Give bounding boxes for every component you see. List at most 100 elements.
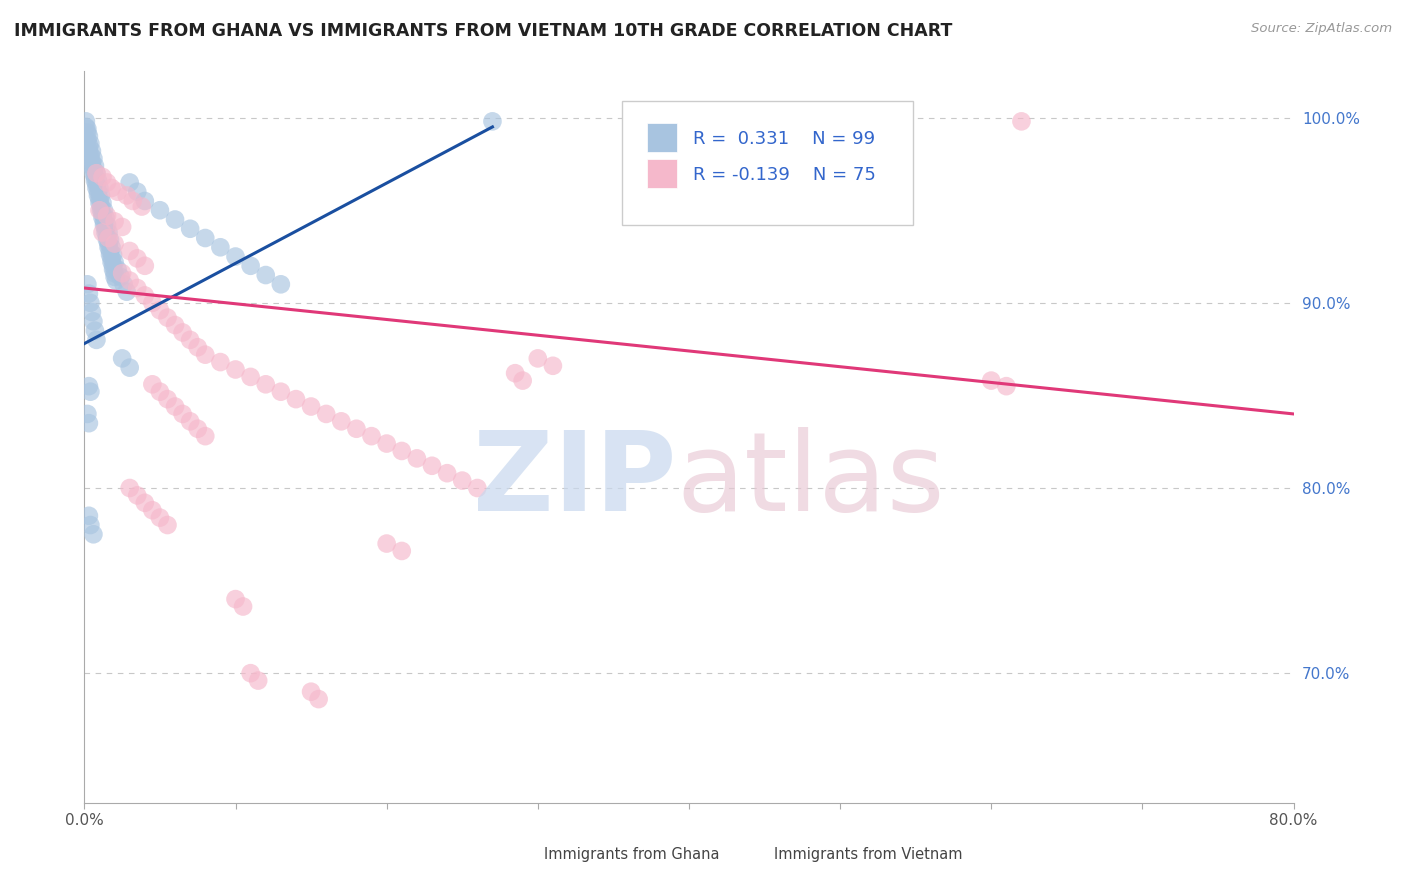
Point (94, 221, 117, 235)
Point (94, 226, 117, 240)
Point (149, 384, 172, 399)
Point (77, 416, 100, 430)
Point (134, 288, 156, 302)
Point (172, 326, 194, 340)
Point (179, 414, 201, 428)
Point (96, 176, 118, 190)
Point (93, 203, 115, 218)
Point (156, 310, 179, 325)
Point (77, 286, 100, 301)
Point (96, 233, 118, 247)
Point (76, 277, 98, 292)
Point (127, 281, 149, 295)
Point (97, 236, 120, 251)
Point (96, 229, 118, 244)
Point (86, 166, 108, 180)
Text: atlas: atlas (676, 427, 945, 534)
Point (165, 212, 187, 227)
Point (82, 166, 104, 180)
Point (391, 544, 413, 558)
Point (80, 155, 103, 169)
Point (91, 169, 114, 184)
Point (115, 188, 138, 202)
Point (89, 181, 111, 195)
Text: R =  0.331    N = 99: R = 0.331 N = 99 (693, 130, 875, 148)
Point (89, 203, 111, 218)
Point (194, 429, 217, 443)
Point (239, 259, 262, 273)
Point (165, 318, 187, 332)
Point (149, 303, 172, 318)
Point (104, 214, 127, 228)
Point (179, 333, 201, 347)
Point (80, 159, 103, 173)
Text: Source: ZipAtlas.com: Source: ZipAtlas.com (1251, 22, 1392, 36)
Point (209, 355, 232, 369)
Point (101, 259, 124, 273)
Point (406, 451, 429, 466)
Point (97, 240, 120, 254)
Point (187, 340, 209, 354)
Point (89, 192, 111, 206)
Point (77, 379, 100, 393)
Point (91, 195, 114, 210)
Point (98, 248, 121, 262)
Point (127, 185, 149, 199)
Point (84, 173, 107, 187)
Point (299, 400, 322, 414)
Point (86, 166, 108, 180)
Point (112, 277, 135, 292)
Point (285, 392, 308, 406)
Point (93, 214, 115, 228)
Point (127, 252, 149, 266)
Point (75, 114, 97, 128)
Point (94, 211, 117, 225)
Point (86, 333, 108, 347)
Point (87, 185, 110, 199)
Point (156, 518, 179, 533)
Point (270, 277, 292, 292)
Point (512, 374, 534, 388)
Point (110, 269, 132, 284)
Point (149, 203, 172, 218)
Point (111, 219, 134, 234)
Point (118, 244, 141, 258)
Bar (647, 159, 676, 188)
Point (360, 429, 382, 443)
Point (93, 218, 115, 232)
Point (527, 351, 550, 366)
Point (90, 188, 112, 202)
Point (179, 221, 201, 235)
Point (84, 159, 107, 173)
Point (89, 195, 111, 210)
Point (87, 188, 110, 202)
Point (225, 362, 247, 376)
Bar (647, 122, 676, 152)
Point (541, 359, 564, 373)
Point (375, 536, 398, 550)
Point (187, 422, 209, 436)
Point (97, 231, 120, 245)
Point (118, 360, 141, 375)
Bar (702, 843, 749, 865)
Point (77, 144, 100, 158)
Point (254, 377, 277, 392)
Point (141, 295, 163, 310)
Point (98, 244, 121, 258)
Text: Immigrants from Ghana: Immigrants from Ghana (544, 847, 720, 862)
Point (481, 114, 503, 128)
Point (98, 233, 121, 247)
Point (134, 259, 156, 273)
Point (194, 231, 217, 245)
Point (451, 474, 474, 488)
Point (111, 266, 134, 280)
Point (209, 240, 232, 254)
Point (82, 314, 104, 328)
Point (232, 599, 254, 614)
Point (77, 508, 100, 523)
Text: R = -0.139    N = 75: R = -0.139 N = 75 (693, 167, 876, 185)
Point (503, 366, 526, 380)
Point (308, 692, 330, 706)
Point (86, 178, 108, 192)
Point (77, 138, 100, 153)
